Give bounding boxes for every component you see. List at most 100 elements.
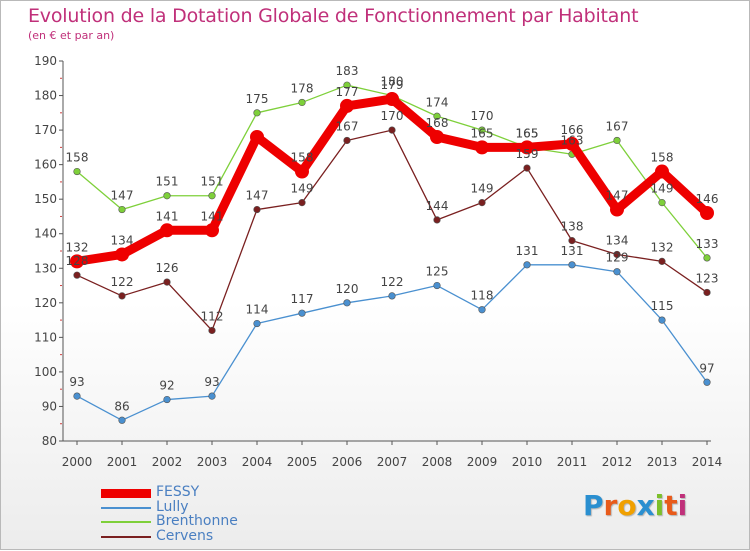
data-point-cervens [73, 271, 81, 279]
data-point-lully [253, 319, 261, 328]
chart-subtitle: (en € et par an) [28, 29, 115, 42]
x-tick-label: 2013 [647, 455, 678, 469]
data-point-lully [568, 261, 576, 269]
data-point-fessy [430, 130, 444, 144]
data-point-cervens [388, 126, 396, 134]
data-label-brenthonne: 133 [696, 237, 719, 251]
data-point-lully [523, 261, 531, 269]
data-point-cervens [523, 164, 531, 172]
y-tick-label: 110 [34, 330, 57, 344]
data-label-brenthonne: 167 [606, 119, 629, 133]
data-point-brenthonne [118, 205, 126, 214]
y-tick-label: 80 [42, 434, 57, 448]
data-label-cervens: 126 [156, 261, 179, 275]
data-label-brenthonne: 180 [381, 75, 404, 89]
data-point-cervens [658, 257, 666, 265]
legend-swatch [101, 489, 151, 498]
data-point-cervens [343, 136, 351, 145]
data-label-fessy: 179 [381, 78, 404, 92]
data-point-cervens [703, 288, 711, 297]
data-point-brenthonne [658, 199, 666, 207]
data-point-brenthonne [343, 81, 351, 89]
data-point-cervens [298, 199, 306, 207]
data-label-brenthonne: 158 [66, 151, 89, 165]
data-label-lully: 115 [651, 299, 674, 313]
y-tick-label: 120 [34, 296, 57, 310]
x-tick-label: 2007 [377, 455, 408, 469]
data-point-cervens [208, 326, 216, 335]
data-label-lully: 93 [204, 375, 219, 389]
x-tick-label: 2011 [557, 455, 588, 469]
x-tick-label: 2002 [152, 455, 183, 469]
y-tick-label: 150 [34, 192, 57, 206]
data-label-brenthonne: 170 [471, 109, 494, 123]
data-label-brenthonne: 165 [516, 126, 539, 140]
x-tick-label: 2008 [422, 455, 453, 469]
data-point-fessy [70, 254, 84, 269]
y-tick-label: 130 [34, 261, 57, 275]
data-label-cervens: 132 [651, 240, 674, 254]
y-tick-label: 180 [34, 89, 57, 103]
data-point-lully [208, 392, 216, 400]
data-label-fessy: 165 [471, 126, 494, 140]
data-label-fessy: 134 [111, 233, 134, 247]
data-point-lully [703, 378, 711, 386]
proxiti-logo: Proxiti [583, 489, 687, 522]
legend-swatch [101, 536, 151, 539]
data-label-lully: 131 [516, 244, 539, 258]
logo-letter: r [603, 489, 618, 522]
x-tick-label: 2014 [692, 455, 723, 469]
data-label-fessy: 141 [201, 209, 224, 223]
data-label-cervens: 167 [336, 119, 359, 133]
data-label-cervens: 149 [291, 182, 314, 196]
data-label-cervens: 147 [246, 189, 269, 203]
data-point-brenthonne [613, 136, 621, 145]
data-point-lully [298, 309, 306, 317]
data-point-cervens [613, 250, 621, 259]
legend-label: Lully [156, 498, 189, 515]
data-label-fessy: 146 [696, 192, 719, 206]
data-label-brenthonne: 151 [201, 175, 224, 189]
data-point-lully [343, 299, 351, 307]
data-label-fessy: 168 [426, 116, 449, 130]
data-label-brenthonne: 183 [336, 64, 359, 78]
data-label-fessy: 141 [156, 209, 179, 223]
logo-letter: i [654, 489, 665, 522]
data-point-brenthonne [298, 98, 306, 107]
data-point-fessy [700, 206, 714, 220]
data-point-fessy [385, 92, 399, 106]
data-label-fessy: 158 [291, 151, 314, 165]
data-point-cervens [253, 205, 261, 214]
data-point-fessy [250, 130, 264, 144]
data-point-fessy [205, 223, 219, 238]
data-point-lully [73, 392, 81, 400]
data-label-brenthonne: 163 [561, 133, 584, 147]
data-point-fessy [160, 223, 174, 238]
y-tick-label: 100 [34, 365, 57, 379]
legend-swatch [101, 521, 151, 524]
data-label-lully: 125 [426, 265, 449, 279]
data-label-lully: 120 [336, 282, 359, 296]
x-tick-label: 2010 [512, 455, 543, 469]
data-label-fessy: 147 [606, 189, 629, 203]
data-label-cervens: 149 [471, 182, 494, 196]
x-tick-label: 2006 [332, 455, 363, 469]
x-tick-label: 2005 [287, 455, 318, 469]
data-label-lully: 131 [561, 244, 584, 258]
x-tick-label: 2012 [602, 455, 633, 469]
data-point-fessy [295, 164, 309, 179]
data-label-lully: 117 [291, 292, 314, 306]
data-point-brenthonne [73, 167, 81, 176]
data-label-lully: 129 [606, 251, 629, 265]
data-point-cervens [163, 278, 171, 286]
data-label-lully: 97 [699, 361, 714, 375]
data-label-cervens: 138 [561, 220, 584, 234]
data-point-cervens [433, 216, 441, 224]
data-label-brenthonne: 147 [111, 189, 134, 203]
y-tick-label: 190 [34, 54, 57, 68]
data-label-cervens: 144 [426, 199, 449, 213]
data-label-lully: 93 [69, 375, 84, 389]
data-label-lully: 92 [159, 379, 174, 393]
